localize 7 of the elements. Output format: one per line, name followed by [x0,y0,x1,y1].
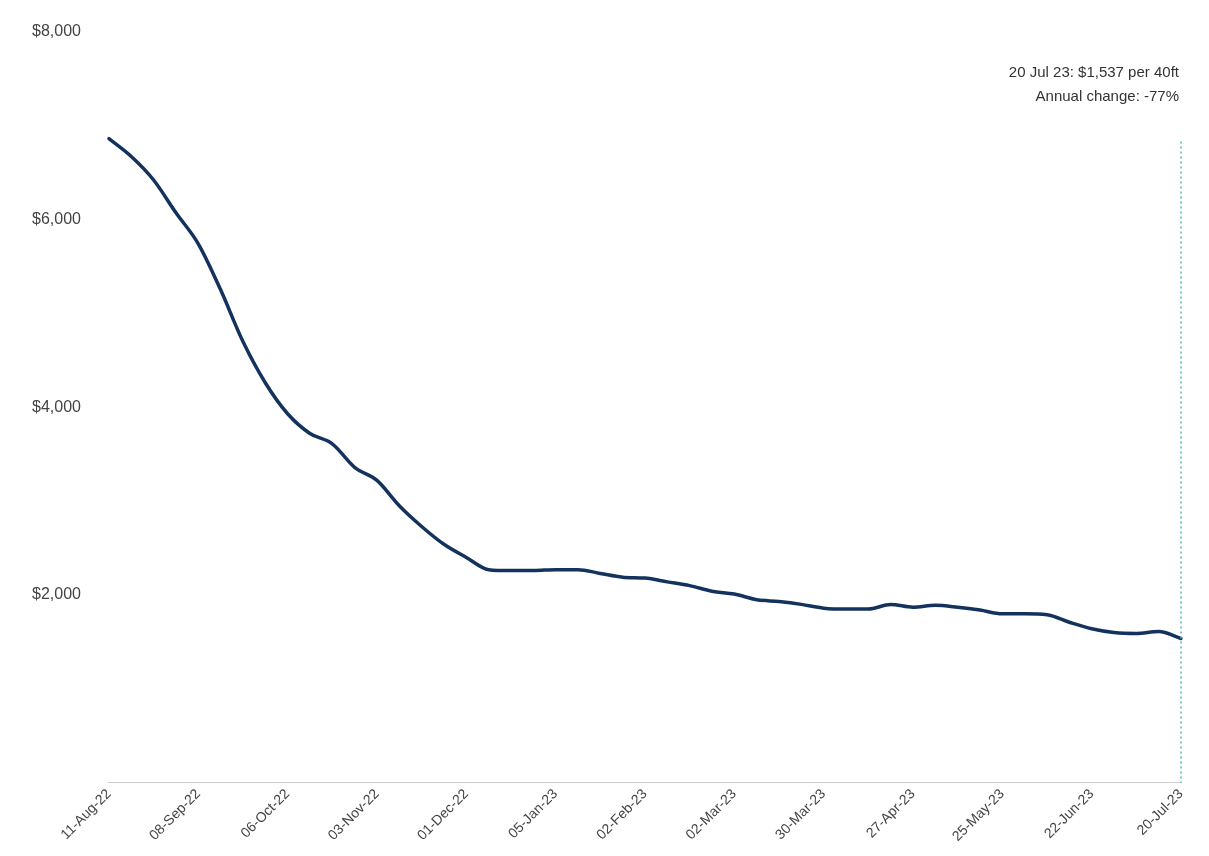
line-series [107,136,1183,641]
annotation: Annual change: -77% [1034,86,1179,106]
y-tick-label: $6,000 [32,209,82,227]
y-tick-label: $2,000 [32,585,82,603]
y-tick-label: $4,000 [32,397,82,415]
annotation: 20 Jul 23: $1,537 per 40ft [1008,62,1179,82]
y-tick-label: $8,000 [32,22,82,40]
